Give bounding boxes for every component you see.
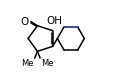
Text: OH: OH: [46, 16, 62, 26]
Text: Me: Me: [41, 59, 53, 68]
Text: Me: Me: [21, 59, 34, 68]
Text: O: O: [21, 17, 29, 27]
